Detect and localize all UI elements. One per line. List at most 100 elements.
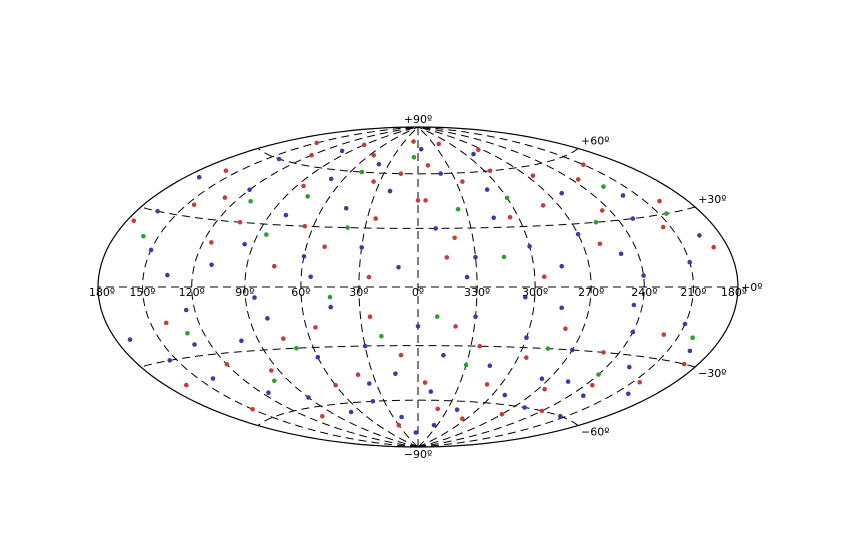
data-point xyxy=(294,345,299,351)
longitude-tick-label: 30º xyxy=(349,286,368,299)
data-point xyxy=(418,146,424,152)
data-point xyxy=(167,358,172,363)
data-point xyxy=(436,141,442,147)
data-point xyxy=(196,174,202,180)
data-point xyxy=(559,305,564,311)
data-point xyxy=(248,199,253,204)
data-point xyxy=(434,314,440,319)
data-point xyxy=(476,147,481,152)
data-point xyxy=(484,382,490,387)
longitude-tick-label: 240º xyxy=(631,286,657,299)
data-point xyxy=(367,314,373,320)
data-point xyxy=(581,162,586,167)
latitude-tick-label: +60º xyxy=(581,134,609,147)
data-point xyxy=(247,187,252,193)
data-point xyxy=(599,208,605,213)
data-point xyxy=(309,152,314,158)
data-point xyxy=(423,198,428,203)
data-point xyxy=(345,225,350,230)
data-point xyxy=(558,413,563,419)
data-point xyxy=(184,382,189,388)
longitude-tick-label: 120º xyxy=(179,286,205,299)
longitude-tick-label: 330º xyxy=(464,286,490,299)
data-point xyxy=(165,272,170,278)
data-point xyxy=(682,321,688,327)
data-point xyxy=(428,389,434,394)
data-point xyxy=(596,372,601,377)
data-point xyxy=(660,224,666,230)
longitude-tick-label: 270º xyxy=(578,286,604,299)
data-point xyxy=(252,295,257,300)
data-point xyxy=(396,422,402,428)
data-point xyxy=(681,361,687,367)
data-point xyxy=(359,245,365,250)
data-point xyxy=(473,254,478,260)
data-point xyxy=(148,247,154,253)
data-point xyxy=(222,195,228,200)
data-point xyxy=(127,337,133,342)
parallel-line xyxy=(257,148,579,175)
data-point xyxy=(264,232,269,237)
data-point xyxy=(444,255,450,260)
data-point xyxy=(250,407,255,412)
data-point xyxy=(524,335,529,340)
data-point xyxy=(376,162,382,167)
data-point xyxy=(460,179,465,184)
data-point xyxy=(499,411,505,417)
data-point xyxy=(413,430,419,435)
data-point xyxy=(422,380,428,385)
latitude-tick-label: +90º xyxy=(404,113,432,126)
data-point xyxy=(272,263,277,269)
data-point xyxy=(224,362,230,367)
longitude-tick-label: 90º xyxy=(235,286,254,299)
data-point xyxy=(545,346,551,351)
data-point xyxy=(661,332,667,337)
data-point xyxy=(460,416,465,422)
data-point xyxy=(565,379,571,384)
data-point xyxy=(477,343,483,349)
data-point xyxy=(396,265,401,270)
data-point xyxy=(697,233,702,238)
data-point xyxy=(637,380,642,385)
data-point xyxy=(361,142,367,148)
longitude-tick-label: 150º xyxy=(129,286,155,299)
data-point xyxy=(269,368,274,373)
data-point xyxy=(542,387,547,392)
data-point xyxy=(398,171,404,176)
data-point xyxy=(371,153,377,158)
latitude-tick-label: +30º xyxy=(698,193,726,206)
data-point xyxy=(641,273,646,278)
data-point xyxy=(687,348,693,354)
data-point xyxy=(308,274,314,280)
data-point xyxy=(302,223,308,229)
data-point xyxy=(630,216,636,221)
data-point xyxy=(563,326,568,332)
data-point xyxy=(265,316,270,321)
data-point xyxy=(575,231,581,237)
data-point xyxy=(348,409,354,415)
data-point xyxy=(322,244,327,250)
data-point xyxy=(597,241,603,247)
data-point xyxy=(601,350,606,355)
data-point xyxy=(522,405,527,410)
data-point xyxy=(370,399,376,404)
data-point xyxy=(559,263,564,269)
longitude-tick-label: 300º xyxy=(522,286,548,299)
longitude-tick-label: 0º xyxy=(412,286,424,299)
latitude-tick-label: +0º xyxy=(741,281,762,294)
data-point xyxy=(339,148,345,154)
data-point xyxy=(209,240,214,245)
data-point xyxy=(540,203,546,208)
data-point xyxy=(399,414,404,420)
data-point xyxy=(530,173,536,178)
data-point xyxy=(523,294,528,300)
data-point xyxy=(328,176,334,182)
data-point xyxy=(305,194,311,199)
longitude-tick-label: 210º xyxy=(680,286,706,299)
data-point xyxy=(473,314,478,320)
data-point xyxy=(379,333,384,339)
data-point xyxy=(266,390,271,396)
data-point xyxy=(454,407,460,413)
data-points xyxy=(127,139,716,435)
data-point xyxy=(393,371,398,377)
